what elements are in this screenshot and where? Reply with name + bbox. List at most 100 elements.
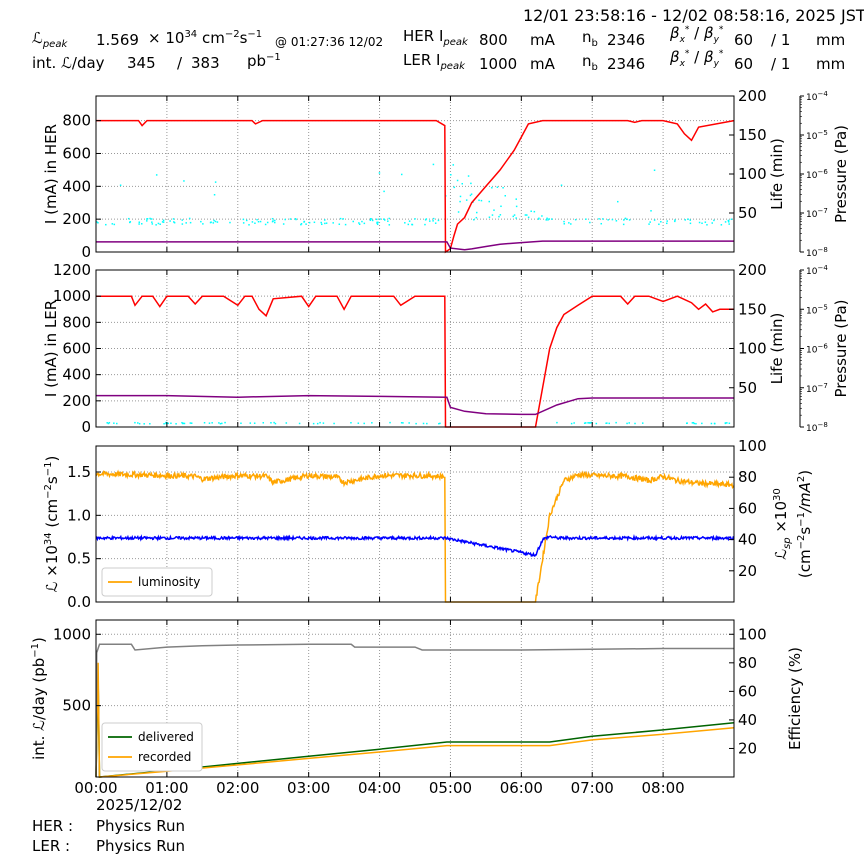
pressure-point: [698, 221, 701, 224]
pressure-point: [383, 219, 386, 221]
pressure-point: [527, 216, 530, 219]
pressure-point: [271, 217, 274, 220]
pressure-point: [660, 220, 662, 223]
pressure-point: [560, 184, 563, 187]
x-tick-label: 02:00: [216, 779, 259, 797]
pressure-point: [127, 217, 130, 220]
ler-peak-unit: mA: [530, 55, 555, 73]
pressure-axis-label: Pressure (Pa): [832, 125, 850, 223]
legend-label-luminosity: luminosity: [138, 575, 200, 589]
pressure-point: [388, 224, 391, 226]
int-luminosity-slash: /: [177, 54, 183, 72]
pressure-point: [305, 223, 307, 225]
pressure-point: [203, 421, 206, 424]
her-peak-value: 800: [479, 31, 508, 49]
pressure-point: [162, 219, 165, 222]
pressure-point: [165, 421, 167, 424]
pressure-point: [257, 220, 260, 223]
pressure-point: [213, 219, 215, 222]
pressure-point: [271, 220, 274, 223]
pressure-point: [515, 217, 517, 219]
pressure-point: [338, 223, 341, 225]
pressure-point: [687, 218, 689, 220]
y-right-tick-label: 20: [738, 739, 757, 757]
pressure-point: [387, 220, 389, 222]
pressure-point: [167, 422, 169, 425]
plot-frame: [95, 95, 735, 253]
int-luminosity-unit: pb−1: [247, 52, 281, 70]
pressure-point: [377, 221, 379, 224]
pressure-point: [188, 217, 191, 220]
pressure-point: [312, 422, 315, 425]
pressure-point: [653, 169, 656, 171]
y-right-axis-label: ℒsp ×1030: [772, 488, 793, 560]
pressure-point: [500, 205, 502, 208]
pressure-point: [256, 218, 258, 221]
pressure-point: [229, 221, 231, 224]
pressure-point: [432, 217, 435, 220]
pressure-axis-label: Pressure (Pa): [832, 299, 850, 397]
pressure-point: [714, 422, 716, 425]
pressure-point: [432, 163, 435, 166]
pressure-point: [626, 422, 628, 425]
y-right-tick-label: 150: [738, 300, 767, 318]
pressure-point: [623, 219, 625, 221]
pressure-point: [181, 421, 183, 424]
peak-luminosity-label: ℒpeak: [32, 29, 68, 50]
pressure-point: [512, 215, 515, 218]
pressure-point: [488, 216, 491, 218]
y-tick-label: 0.5: [67, 550, 91, 568]
pressure-point: [170, 422, 172, 425]
life-series-line: [96, 240, 734, 251]
pressure-point: [570, 223, 572, 225]
pressure-point: [352, 220, 354, 223]
pressure-point: [400, 422, 403, 424]
pressure-point: [414, 218, 416, 220]
pressure-series: [96, 163, 733, 226]
pressure-point: [439, 422, 441, 425]
pressure-point: [325, 222, 328, 224]
current-series-line: [96, 295, 734, 428]
pressure-point: [143, 423, 145, 425]
recorded-series-line: [95, 662, 735, 778]
x-tick-label: 05:00: [429, 779, 472, 797]
pressure-point: [214, 181, 217, 183]
x-tick-label: 04:00: [358, 779, 401, 797]
pressure-point: [181, 219, 184, 221]
pressure-point: [469, 194, 472, 197]
pressure-point: [583, 422, 586, 424]
her-peak-unit: mA: [530, 31, 555, 49]
pressure-point: [470, 182, 472, 185]
pressure-point: [706, 224, 708, 226]
pressure-point: [584, 422, 587, 424]
pressure-point: [537, 218, 540, 220]
pressure-point: [161, 221, 164, 223]
pressure-point: [163, 422, 165, 425]
y-right-axis-label: Life (min): [768, 138, 786, 210]
luminosity-series-line: [95, 469, 735, 603]
pressure-point: [358, 222, 360, 224]
pressure-point: [556, 421, 558, 424]
pressure-point: [214, 220, 217, 223]
int-luminosity-recorded: 383: [191, 54, 220, 72]
pressure-point: [720, 224, 723, 226]
y-right-tick-label: 60: [738, 682, 757, 700]
pressure-point: [545, 219, 547, 221]
pressure-point: [724, 422, 727, 425]
pressure-point: [357, 422, 360, 424]
pressure-point: [587, 422, 589, 424]
her-beta-label: βx* / βy*: [670, 24, 724, 45]
pressure-point: [689, 222, 692, 225]
chart-panel-3: 0.0 0.5 1.0 1.5 20 40 60 80 100 ℒ ×1034 (cm−2s−1)…: [43, 437, 814, 611]
ler-status-value: Physics Run: [96, 837, 186, 855]
y-tick-label: 800: [62, 112, 91, 130]
pressure-point: [658, 223, 660, 226]
pressure-point: [308, 221, 311, 224]
y-tick-label: 0: [81, 418, 91, 436]
pressure-point: [724, 221, 727, 223]
ler-beta-label: βx* / βy*: [670, 48, 724, 69]
specific-series-line: [95, 533, 735, 558]
pressure-point: [388, 217, 390, 220]
pressure-point: [106, 422, 108, 424]
